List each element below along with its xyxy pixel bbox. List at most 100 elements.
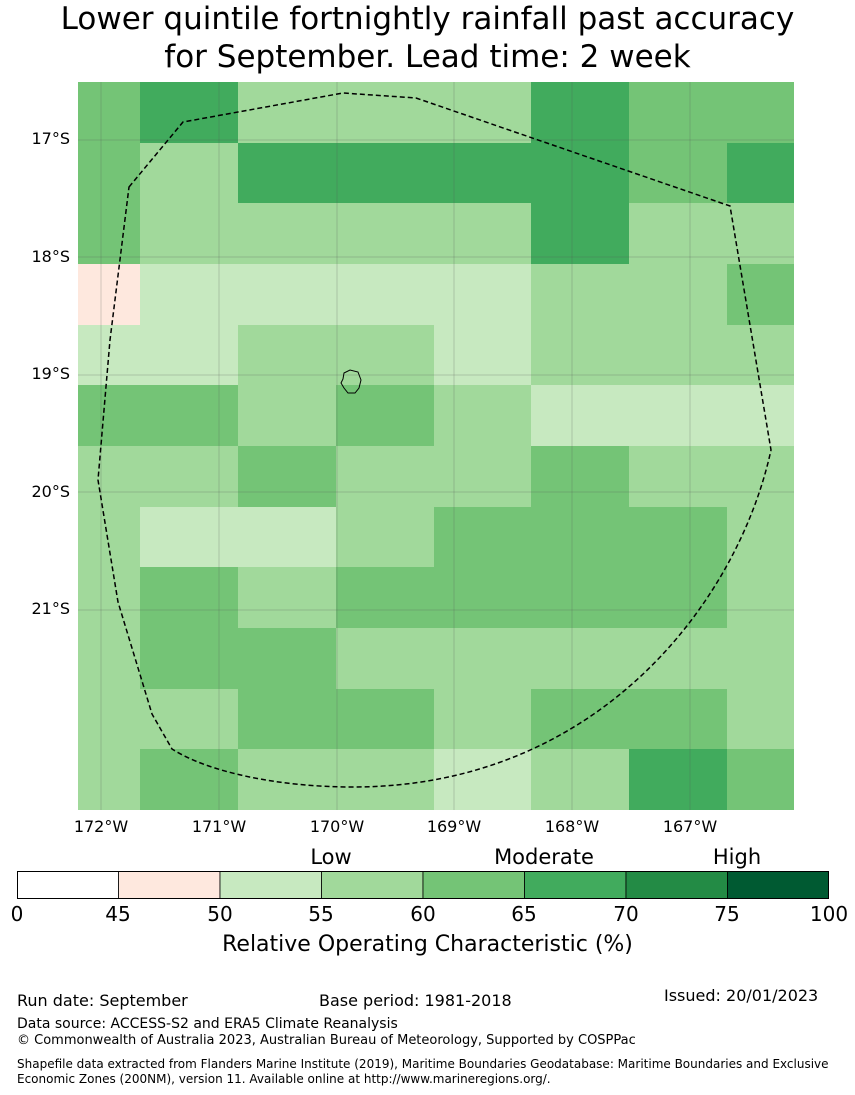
grid-cell [531,567,630,629]
colorbar-tick-0: 0 [10,902,24,926]
grid-cell [531,143,630,204]
grid-cell [629,264,728,326]
grid-cell [531,446,630,508]
grid-cell [434,82,532,144]
grid-cell [434,264,532,326]
grid-cell [531,264,630,326]
map-title: Lower quintile fortnightly rainfall past… [0,0,855,76]
colorbar-tick-60: 60 [410,902,436,926]
colorbar-tick-65: 65 [511,902,537,926]
colorbar-segment [422,871,525,899]
copyright: © Commonwealth of Australia 2023, Austra… [17,1033,636,1048]
grid-cell [238,82,337,144]
grid-cell [78,749,141,810]
colorbar-segment [17,871,119,899]
grid-cell [78,689,141,750]
graticule [78,82,794,810]
grid-cell [434,628,532,690]
grid-cell [238,385,337,447]
grid-cell [434,567,532,629]
lon-label-170: 170°W [309,817,365,836]
lat-label-19: 19°S [31,364,70,383]
issued-date: Issued: 20/01/2023 [664,986,819,1005]
grid-cell [78,507,141,568]
grid-cell [434,749,532,810]
grid-cell [238,689,337,750]
colorbar-tick-50: 50 [207,902,233,926]
colorbar-tick-100: 100 [809,902,849,926]
grid-cell [434,507,532,568]
grid-cell [336,143,435,204]
run-date: Run date: September [17,991,188,1010]
grid-cell [140,264,239,326]
lon-label-167: 167°W [662,817,718,836]
colorbar-segment [321,871,424,899]
grid-cell [140,567,239,629]
grid-cell [140,385,239,447]
colorbar-tick-45: 45 [105,902,131,926]
grid-cell [629,689,728,750]
eez-boundary [97,92,772,788]
grid-cell [238,749,337,810]
grid-cell [336,689,435,750]
grid-cell [140,446,239,508]
grid-cell [727,628,794,690]
colorbar-segment [219,871,322,899]
grid-cell [629,82,728,144]
colorbar-tick-75: 75 [714,902,740,926]
grid-cell [238,628,337,690]
grid-cell [78,446,141,508]
grid-cell [531,749,630,810]
grid-cell [238,567,337,629]
grid-cell [531,325,630,386]
grid-cell [238,446,337,508]
colorbar-category-high: High [712,845,762,869]
grid-cell [629,446,728,508]
grid-cell [531,385,630,447]
grid-cell [140,628,239,690]
grid-cell [727,82,794,144]
rainfall-accuracy-map [78,82,794,810]
grid-cell [140,749,239,810]
lon-label-171: 171°W [191,817,247,836]
colorbar-segments [17,871,829,899]
lon-label-169: 169°W [426,817,482,836]
niue-island-outline [340,369,362,394]
grid-cell [531,82,630,144]
grid-cell [78,203,141,265]
shapefile-credit: Shapefile data extracted from Flanders M… [17,1057,829,1086]
grid-cell [629,567,728,629]
grid-cell [336,203,435,265]
grid-cell [629,385,728,447]
title-line-2: for September. Lead time: 2 week [164,39,691,75]
grid-cell [727,507,794,568]
base-period: Base period: 1981-2018 [319,991,512,1010]
colorbar-segment [524,871,627,899]
grid-cell [434,689,532,750]
grid-cell [434,143,532,204]
grid-cell [140,507,239,568]
grid-cell [727,203,794,265]
grid-cell [336,385,435,447]
lat-label-18: 18°S [31,247,70,266]
grid-cell [629,628,728,690]
grid-cell [727,385,794,447]
grid-cell [238,507,337,568]
grid-cell [629,143,728,204]
grid-cell [434,446,532,508]
grid-cell [727,446,794,508]
grid-cell [78,264,141,326]
grid-cell [727,264,794,326]
title-line-1: Lower quintile fortnightly rainfall past… [60,1,795,37]
grid-cell [336,446,435,508]
grid-cell [727,689,794,750]
data-source: Data source: ACCESS-S2 and ERA5 Climate … [17,1016,398,1032]
grid-cell [140,325,239,386]
grid-cell [78,567,141,629]
grid-cell [727,143,794,204]
lon-label-168: 168°W [544,817,600,836]
grid-cell [336,567,435,629]
colorbar-segment [727,871,829,899]
lat-label-21: 21°S [31,599,70,618]
grid-cell [629,325,728,386]
